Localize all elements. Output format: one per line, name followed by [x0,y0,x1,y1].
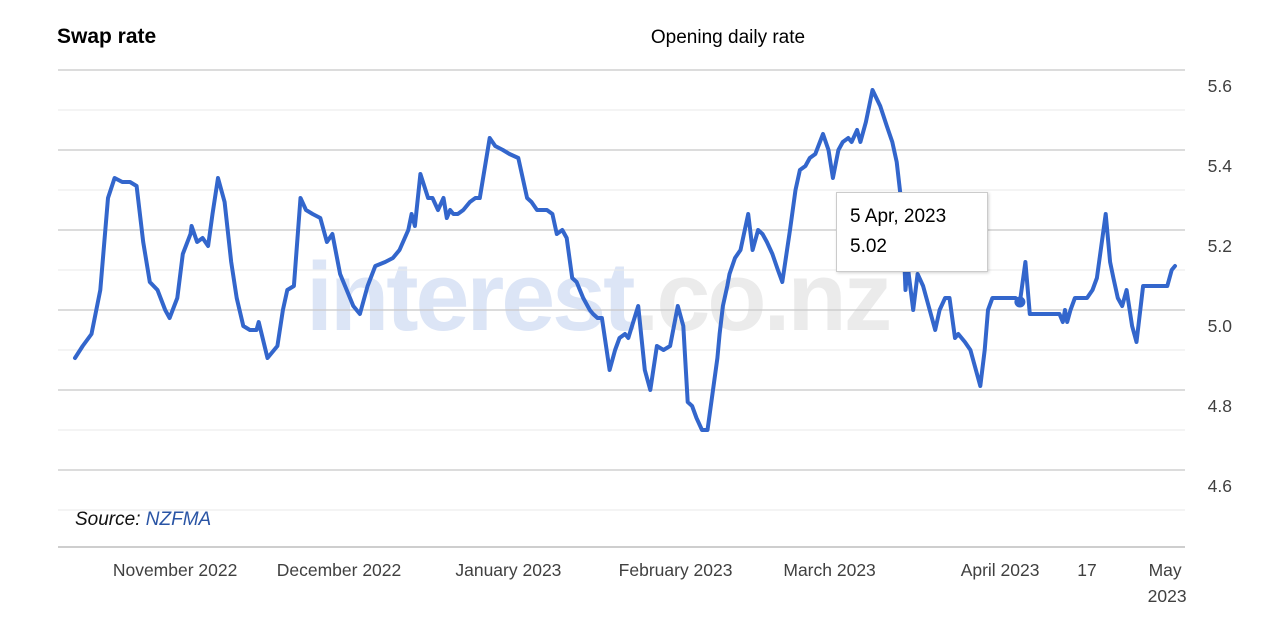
source-link[interactable]: NZFMA [145,509,212,530]
source-note: Source: NZFMA [75,509,211,531]
source-label: Source: [75,509,141,530]
tooltip: 5 Apr, 2023 5.02 [836,192,988,272]
x-axis-label: January 2023 [455,560,561,580]
series-line[interactable] [73,88,1177,432]
page-title: Swap rate [57,25,157,48]
y-axis-label: 5.2 [1208,236,1232,256]
x-axis-label: December 2022 [277,560,402,580]
y-axis-label: 4.8 [1208,396,1232,416]
x-axis-label: March 2023 [783,560,875,580]
y-axis-label: 5.6 [1208,76,1232,96]
tooltip-value: 5.02 [850,236,887,258]
x-axis-label: 2023 [1148,586,1187,606]
tooltip-date: 5 Apr, 2023 [850,206,947,227]
y-axis-label: 5.4 [1208,156,1233,176]
x-axis-label: February 2023 [619,560,733,580]
x-axis-label: April 2023 [961,560,1040,580]
y-axis-label: 4.6 [1208,476,1232,496]
x-axis-label: May [1149,560,1182,580]
y-axis-label: 5.0 [1208,316,1233,336]
x-axis-label: November 2022 [113,560,238,580]
x-axis-label: 17 [1077,560,1096,580]
chart-title: Opening daily rate [650,27,806,48]
highlighted-point[interactable] [1014,296,1026,308]
